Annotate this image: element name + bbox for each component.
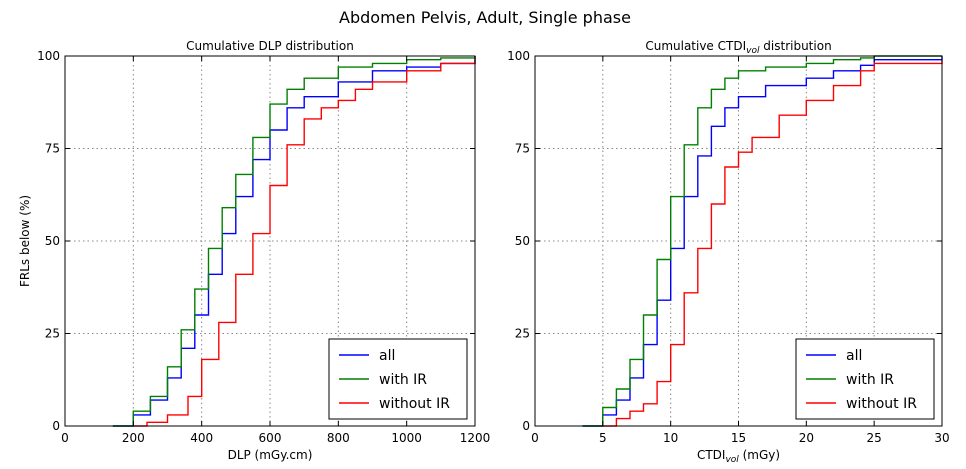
y-tick-label: 50 (515, 234, 530, 248)
x-tick-label: 800 (327, 431, 350, 445)
x-tick-label: 30 (934, 431, 949, 445)
series-line-without-ir (602, 59, 943, 427)
y-tick-label: 25 (515, 327, 530, 341)
y-tick-label: 25 (45, 327, 60, 341)
legend-label: all (846, 348, 862, 364)
x-tick-label: 0 (531, 431, 539, 445)
y-tick-label: 100 (37, 49, 60, 63)
series-line-without-ir (133, 56, 476, 427)
y-tick-label: 0 (52, 419, 60, 433)
series-line-with-ir (582, 55, 942, 427)
figure-title: Abdomen Pelvis, Adult, Single phase (339, 8, 631, 27)
chart-title: Cumulative DLP distribution (186, 39, 354, 53)
x-tick-label: 600 (259, 431, 282, 445)
y-tick-label: 100 (507, 49, 530, 63)
chart-title: Cumulative CTDIvol distribution (645, 39, 831, 56)
x-tick-label: 25 (867, 431, 882, 445)
x-tick-label: 10 (663, 431, 678, 445)
x-axis-label: DLP (mGy.cm) (228, 448, 313, 462)
legend-label: with IR (846, 372, 894, 388)
legend-label: without IR (379, 396, 450, 412)
x-tick-label: 1200 (460, 431, 491, 445)
x-axis-label: CTDIvol (mGy) (697, 448, 780, 465)
series-line-with-ir (112, 56, 476, 427)
x-tick-label: 20 (799, 431, 814, 445)
legend-label: with IR (379, 372, 427, 388)
x-tick-label: 200 (122, 431, 145, 445)
legend-label: all (379, 348, 395, 364)
y-tick-label: 0 (522, 419, 530, 433)
chart-dlp: 0 200 400 600 800 1000 1200 0 25 50 75 100 Cumulativ… (18, 39, 490, 462)
y-axis-label: FRLs below (%) (18, 195, 32, 287)
y-tick-label: 50 (45, 234, 60, 248)
y-tick-label: 75 (45, 142, 60, 156)
x-tick-label: 15 (731, 431, 746, 445)
x-tick-label: 0 (61, 431, 69, 445)
chart-ctdi: 0 5 10 15 20 25 30 0 25 50 75 100 Cumulative CTDIvol… (507, 39, 950, 465)
x-tick-label: 1000 (391, 431, 422, 445)
legend-label: without IR (846, 396, 917, 412)
y-tick-label: 75 (515, 142, 530, 156)
x-tick-label: 5 (599, 431, 607, 445)
x-tick-label: 400 (190, 431, 213, 445)
